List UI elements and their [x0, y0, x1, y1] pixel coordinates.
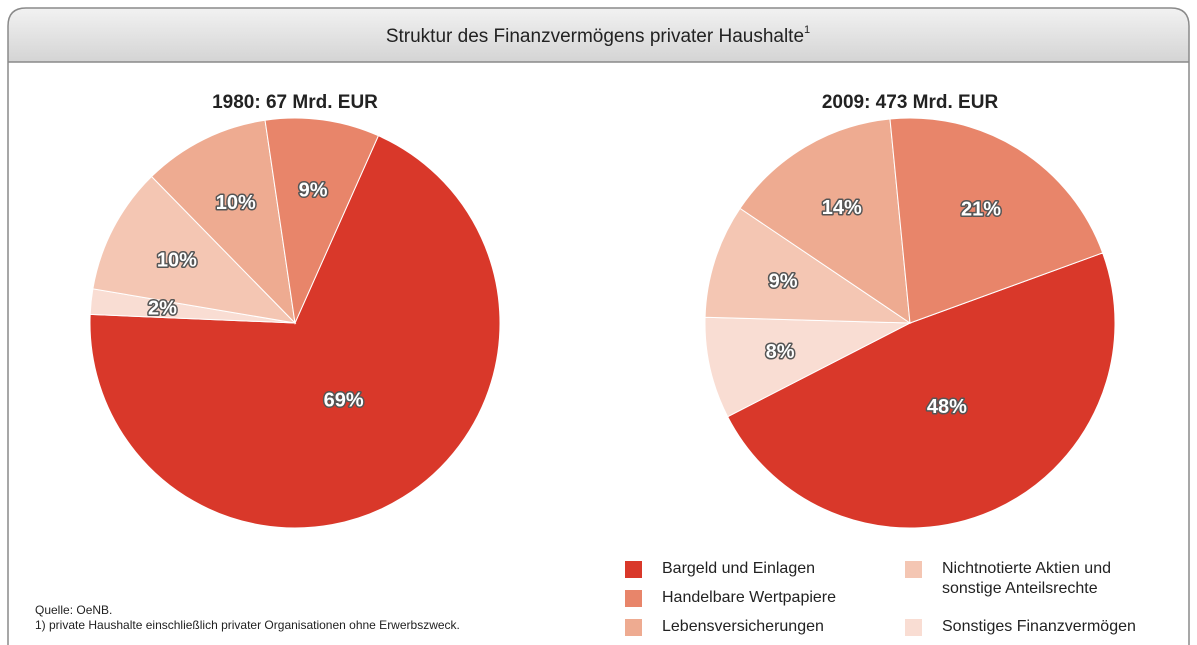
legend-item: Bargeld und Einlagen: [625, 559, 877, 579]
page-title: Struktur des Finanzvermögens privater Ha…: [386, 24, 810, 47]
title-text: Struktur des Finanzvermögens privater Ha…: [386, 26, 804, 47]
legend-swatch: [625, 561, 642, 578]
legend-item: Lebensversicherungen: [625, 617, 877, 637]
legend-swatch: [905, 561, 922, 578]
slice-label: 8%: [766, 341, 795, 363]
legend-swatch: [625, 619, 642, 636]
legend-swatch: [905, 619, 922, 636]
legend-label: Nichtnotierte Aktien und sonstige Anteil…: [942, 560, 1111, 597]
header-band: [8, 8, 1189, 62]
pie-slice: [150, 119, 296, 325]
pie-title: 2009: 473 Mrd. EUR: [822, 92, 999, 113]
pie-slice: [264, 117, 380, 325]
title-note: 1: [804, 24, 810, 36]
frame: [7, 7, 1190, 645]
pie-title: 1980: 67 Mrd. EUR: [212, 92, 378, 113]
pie-slice: [889, 117, 1104, 324]
pie-slice: [726, 252, 1116, 529]
slice-label: 9%: [769, 271, 798, 293]
slice-label: 9%: [299, 179, 328, 201]
footnote: 1) private Haushalte einschließlich priv…: [35, 618, 460, 632]
legend-swatch: [625, 590, 642, 607]
slice-label: 14%: [822, 197, 862, 219]
slice-label: 10%: [216, 192, 256, 214]
pie-slice: [739, 118, 911, 325]
slice-label: 2%: [148, 297, 177, 319]
slice-label: 21%: [961, 199, 1001, 221]
pie-slice: [704, 316, 911, 418]
legend-item: Nichtnotierte Aktien und sonstige Anteil…: [905, 559, 1157, 599]
slice-label: 10%: [157, 250, 197, 272]
legend-label: Sonstiges Finanzvermögen: [942, 618, 1136, 635]
slice-label: 69%: [324, 390, 364, 412]
legend-label: Handelbare Wertpapiere: [662, 589, 837, 606]
pie-slice: [92, 175, 297, 324]
legend-item: Handelbare Wertpapiere: [625, 588, 877, 608]
source-note: Quelle: OeNB.: [35, 603, 113, 617]
legend-item: Sonstiges Finanzvermögen: [905, 617, 1157, 637]
legend-label: Lebensversicherungen: [662, 618, 824, 635]
pie-slice: [704, 207, 912, 324]
slice-label: 48%: [927, 396, 967, 418]
legend-label: Bargeld und Einlagen: [662, 560, 816, 577]
pie-slice: [89, 135, 501, 529]
